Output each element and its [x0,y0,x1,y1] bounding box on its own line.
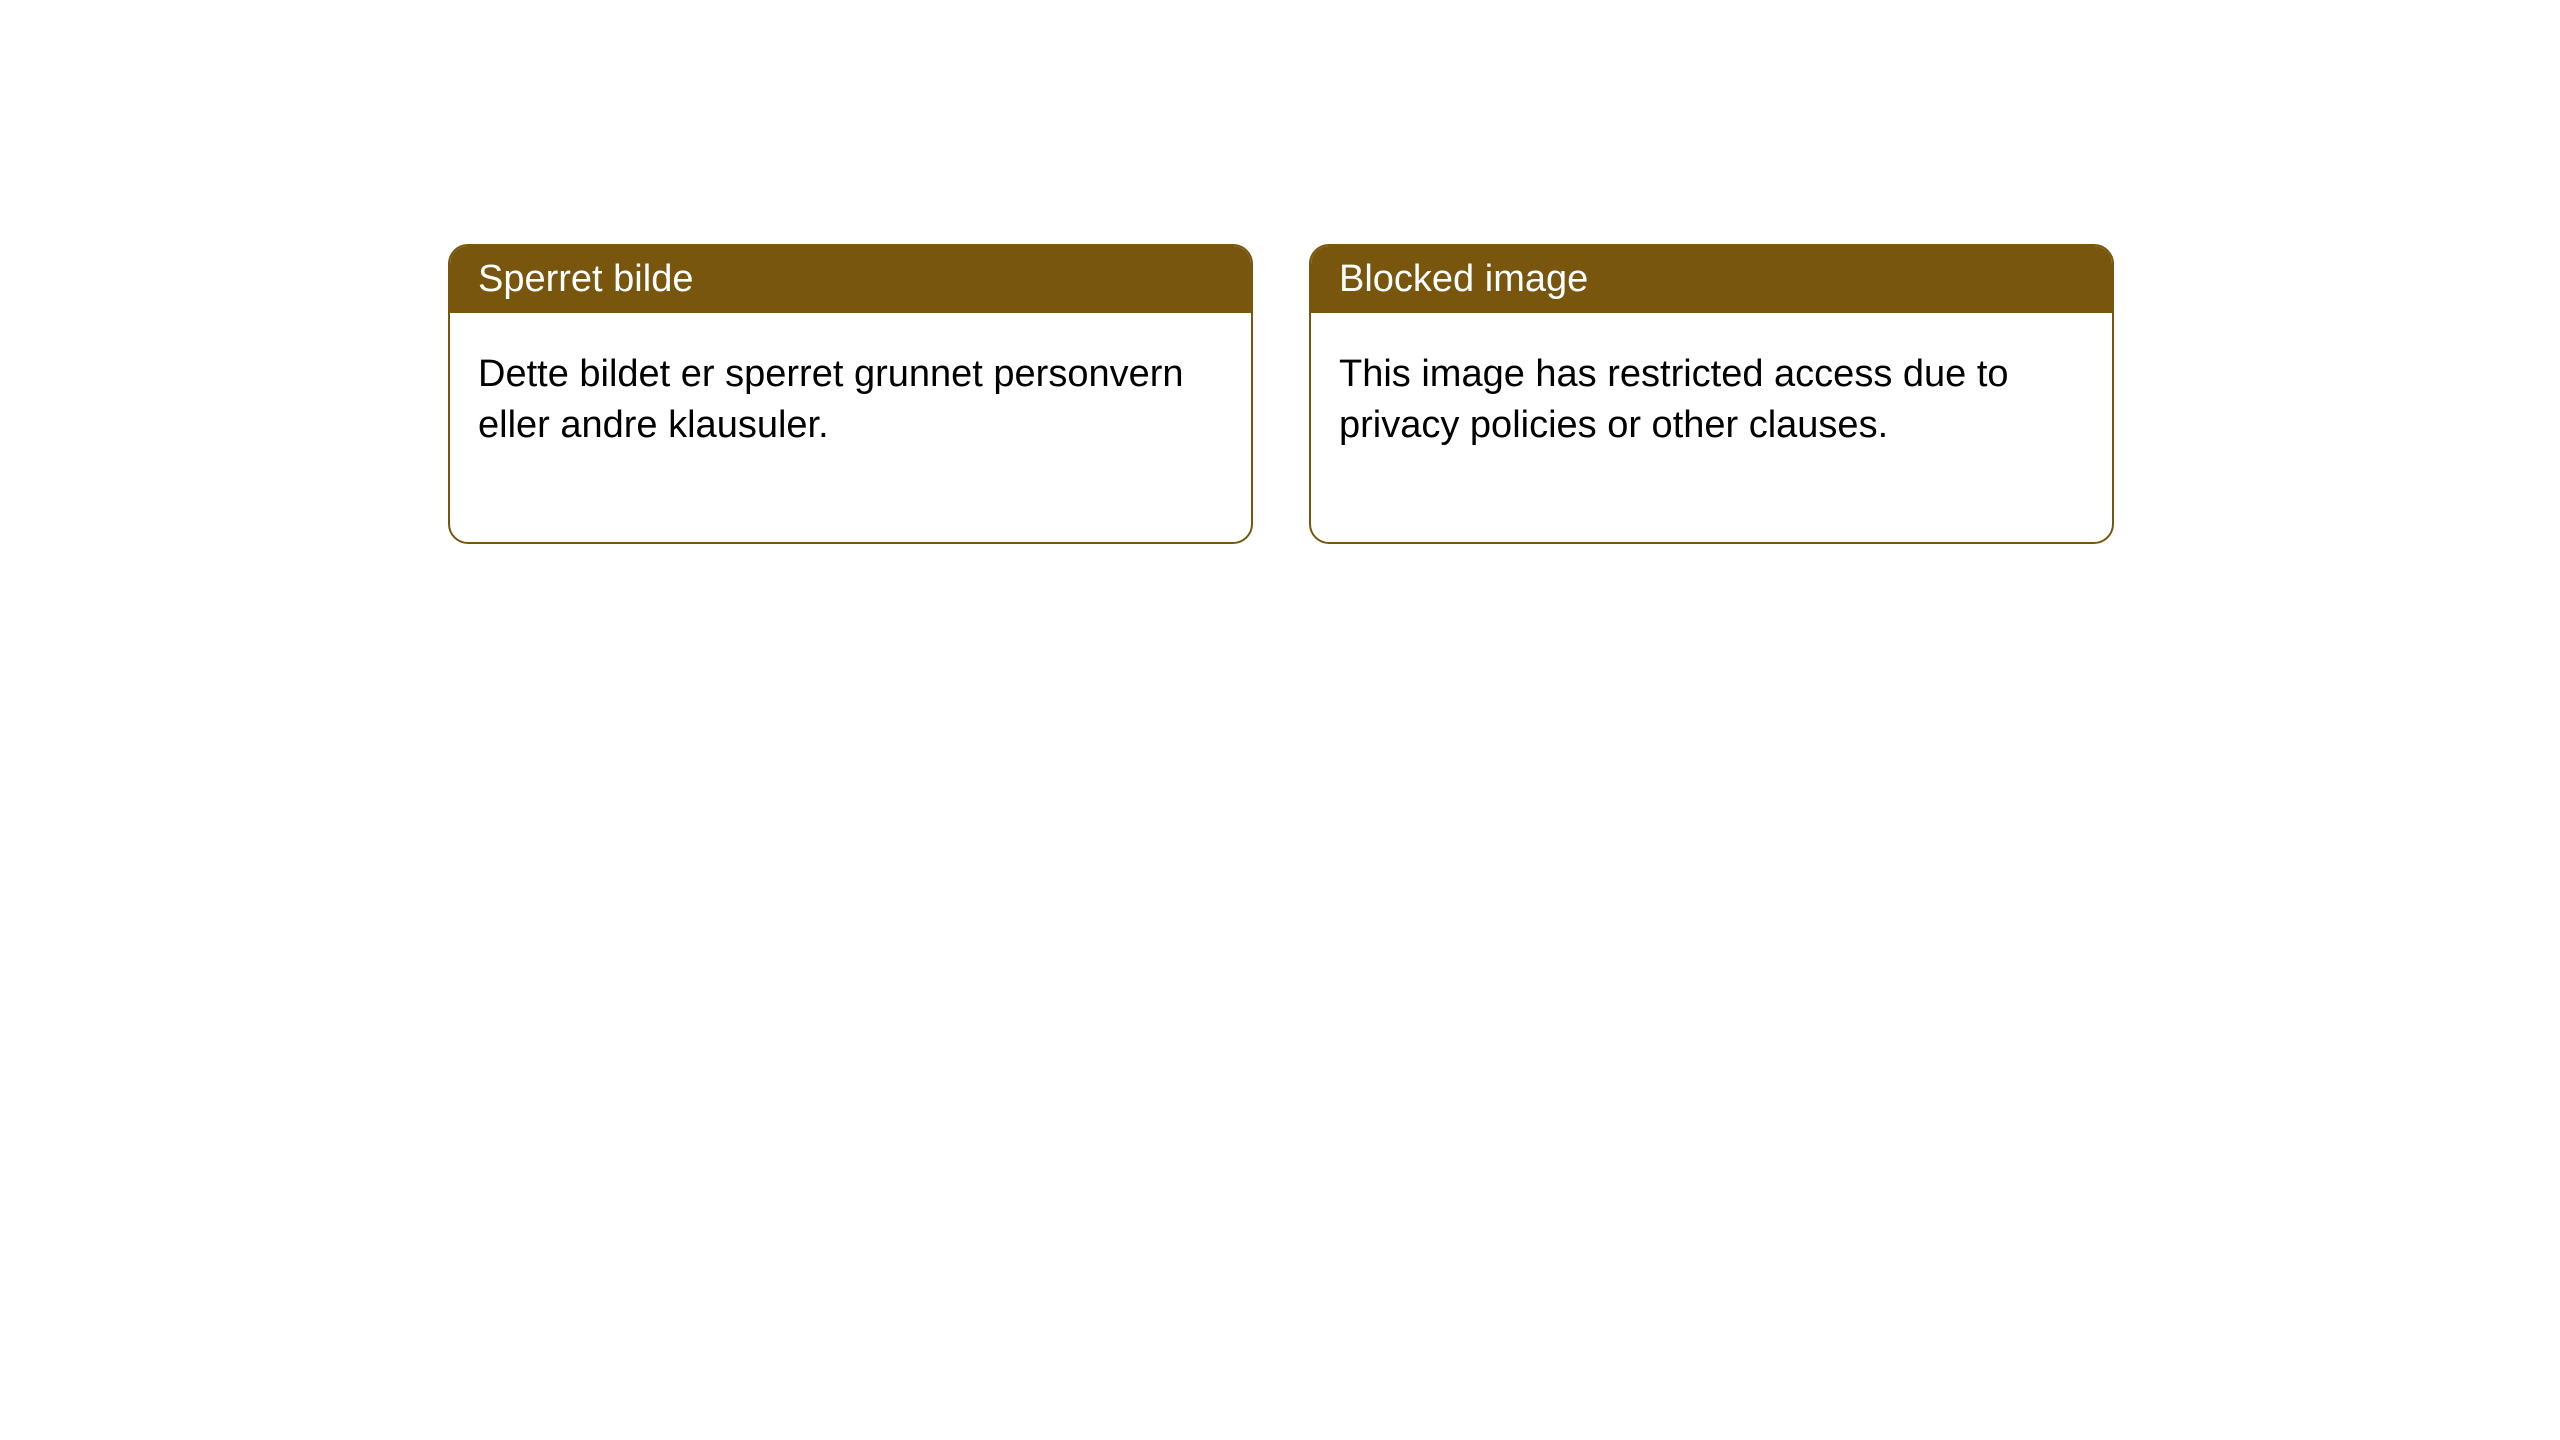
notice-body-text-en: This image has restricted access due to … [1339,353,2009,446]
notice-header-en: Blocked image [1311,246,2112,313]
notice-body-text-no: Dette bildet er sperret grunnet personve… [478,353,1184,446]
notice-title-no: Sperret bilde [478,258,693,300]
notice-card-no: Sperret bilde Dette bildet er sperret gr… [448,244,1253,544]
notice-title-en: Blocked image [1339,258,1588,300]
notice-card-en: Blocked image This image has restricted … [1309,244,2114,544]
notice-cards-container: Sperret bilde Dette bildet er sperret gr… [0,0,2560,544]
notice-body-no: Dette bildet er sperret grunnet personve… [450,313,1251,542]
notice-body-en: This image has restricted access due to … [1311,313,2112,542]
notice-header-no: Sperret bilde [450,246,1251,313]
